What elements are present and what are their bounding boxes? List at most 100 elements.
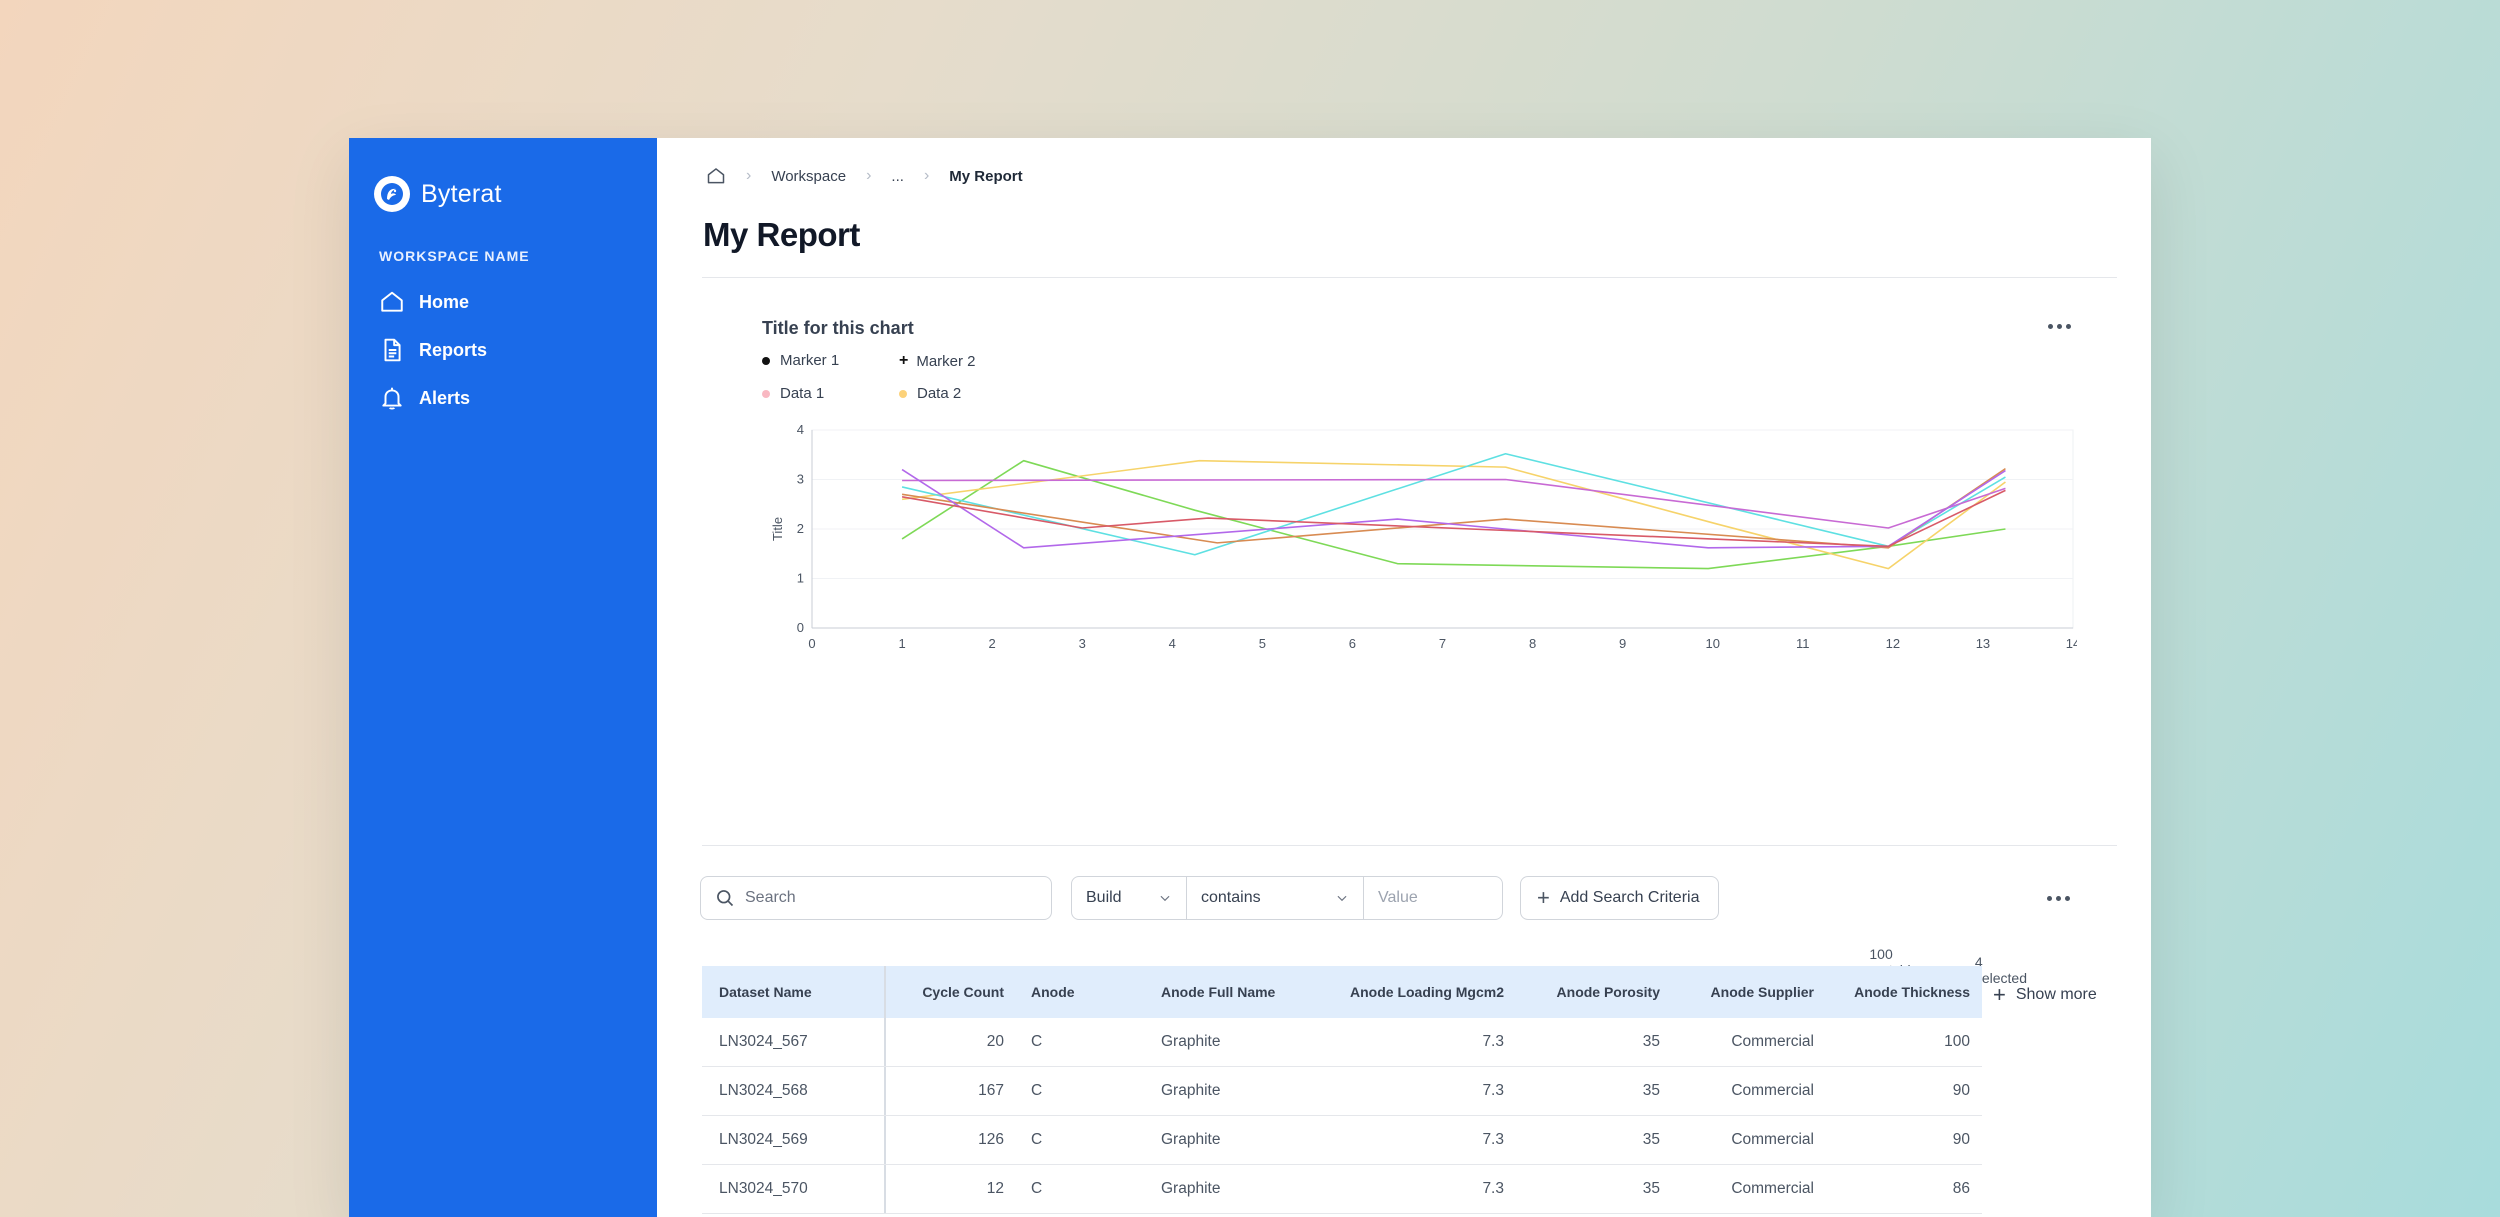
search-icon [717,890,734,907]
value-placeholder: Value [1378,889,1418,906]
table-cell: 7.3 [1482,1180,1504,1197]
sidebar: Byterat WORKSPACE NAME Home Reports [349,138,657,1217]
series-line [901,489,2006,548]
header-divider [702,277,2117,278]
y-tick-label: 3 [797,472,804,487]
sidebar-item-reports[interactable]: Reports [379,326,639,374]
workspace-name-label: WORKSPACE NAME [379,248,530,264]
x-tick-label: 7 [1439,636,1446,651]
table-cell: 20 [986,1033,1004,1050]
search-criteria-group: Build contains Value [1071,876,1503,920]
x-tick-label: 9 [1619,636,1626,651]
column-header[interactable]: Anode Loading Mgcm2 [1350,984,1504,1000]
operator-select[interactable]: contains [1187,877,1364,919]
breadcrumb: › Workspace › ... › My Report [706,166,1023,186]
table-cell: LN3024_569 [702,1116,886,1164]
column-header[interactable]: Dataset Name [702,966,886,1018]
sidebar-item-label: Reports [419,339,488,360]
table-cell: Commercial [1731,1131,1814,1148]
legend-item-data-2[interactable]: Data 2 [899,385,961,402]
table-more-options-icon[interactable] [2047,896,2070,901]
sidebar-item-alerts[interactable]: Alerts [379,374,639,422]
value-input[interactable]: Value [1364,877,1502,919]
table-cell: C [1031,1180,1043,1197]
column-header[interactable]: Anode Full Name [1161,984,1276,1000]
y-tick-label: 0 [797,620,804,635]
byterat-logo-icon [374,176,410,212]
chevron-right-icon: › [866,167,872,184]
series-line [901,459,2006,570]
series-line [902,478,2006,529]
table-cell: 167 [978,1082,1004,1099]
y-tick-label: 2 [797,521,804,536]
table-cell: Graphite [1161,1033,1221,1050]
chevron-right-icon: › [746,167,752,184]
main-content: › Workspace › ... › My Report My Report … [657,138,2151,1217]
table-cell: 35 [1642,1082,1660,1099]
table-cell: Commercial [1731,1180,1814,1197]
table-row[interactable]: LN3024_569 126 C Graphite 7.3 35 Commercial 90 [702,1116,1982,1165]
series-line [901,459,2006,570]
table-header: Dataset Name Cycle Count Anode Anode Ful… [702,966,1982,1018]
sidebar-item-home[interactable]: Home [379,278,639,326]
table-cell: 35 [1642,1131,1660,1148]
legend-dot-icon [762,356,770,365]
legend-dot-icon [762,389,770,398]
table-cell: 35 [1642,1180,1660,1197]
column-header[interactable]: Anode Supplier [1710,984,1814,1000]
x-tick-label: 13 [1976,636,1990,651]
table-cell: 12 [986,1180,1004,1197]
chart-title: Title for this chart [762,318,914,338]
show-more-label: Show more [2015,986,2097,1003]
table-cell: LN3024_570 [702,1165,886,1213]
plus-icon: + [1993,982,2006,1007]
column-header[interactable]: Anode Porosity [1556,984,1660,1000]
x-tick-label: 2 [989,636,996,651]
legend-label: Marker 2 [916,352,976,370]
add-search-criteria-button[interactable]: + Add Search Criteria [1520,876,1719,920]
breadcrumb-item-current: My Report [949,167,1023,185]
column-header[interactable]: Anode Thickness [1854,984,1970,1000]
legend-label: Data 1 [780,385,825,402]
table-cell: LN3024_568 [702,1067,886,1115]
search-box[interactable] [700,876,1052,920]
table-cell: C [1031,1033,1043,1050]
brand[interactable]: Byterat [374,176,502,212]
table-cell: Commercial [1731,1033,1814,1050]
legend-item-marker-1[interactable]: Marker 1 [762,352,839,369]
legend-item-marker-2[interactable]: + Marker 2 [899,352,976,370]
selected-count[interactable]: 4 selected [1974,954,2028,986]
home-icon [381,291,403,312]
home-icon[interactable] [706,166,726,186]
table-cell: 7.3 [1482,1033,1504,1050]
x-tick-label: 6 [1349,636,1356,651]
field-select[interactable]: Build [1072,877,1187,919]
show-more-columns-button[interactable]: + Show more [1993,984,2097,1006]
chart-divider [702,845,2117,846]
table-cell: 86 [1952,1180,1970,1197]
column-header[interactable]: Cycle Count [922,984,1004,1000]
table-cell: Commercial [1731,1082,1814,1099]
chart-more-options-icon[interactable] [2048,324,2071,329]
legend-label: Data 2 [917,385,962,402]
table-row[interactable]: LN3024_567 20 C Graphite 7.3 35 Commercial 100 [702,1018,1982,1067]
table-cell: 7.3 [1482,1131,1504,1148]
table-cell: C [1031,1082,1043,1099]
breadcrumb-item-workspace[interactable]: Workspace [771,167,847,185]
chevron-down-icon [1160,895,1170,902]
sidebar-nav: Home Reports Alerts [379,278,639,422]
sidebar-item-label: Alerts [419,387,471,408]
legend-dot-icon [899,389,907,398]
table-cell: 100 [1944,1033,1970,1050]
table-row[interactable]: LN3024_570 12 C Graphite 7.3 35 Commercial 86 [702,1165,1982,1214]
legend-item-data-1[interactable]: Data 1 [762,385,824,402]
table-body: LN3024_567 20 C Graphite 7.3 35 Commercial 100 L… [702,1018,1982,1214]
column-header[interactable]: Anode [1031,984,1075,1000]
search-input[interactable] [745,889,1025,907]
table-row[interactable]: LN3024_568 167 C Graphite 7.3 35 Commercial 90 [702,1067,1982,1116]
x-tick-label: 0 [808,636,815,651]
table-cell: 90 [1952,1082,1970,1099]
app-window: Byterat WORKSPACE NAME Home Reports [349,138,2151,1217]
field-select-value: Build [1086,889,1122,906]
breadcrumb-item-ellipsis[interactable]: ... [891,167,904,185]
